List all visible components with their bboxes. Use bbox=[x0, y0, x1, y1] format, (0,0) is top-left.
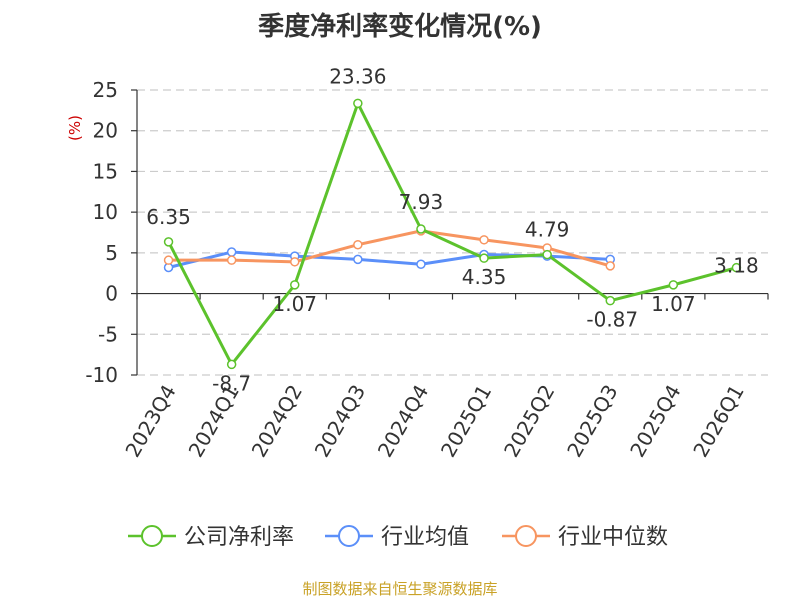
data-label: -0.87 bbox=[586, 308, 638, 332]
data-label: 4.79 bbox=[525, 218, 570, 242]
series-line bbox=[168, 229, 611, 268]
axes bbox=[131, 89, 769, 376]
gridlines bbox=[137, 89, 768, 376]
data-point bbox=[290, 257, 300, 267]
chart-title: 季度净利率变化情况(%) bbox=[258, 12, 542, 42]
data-label: 4.35 bbox=[462, 265, 507, 289]
y-tick-label: 5 bbox=[105, 241, 118, 265]
x-tick-label: 2024Q2 bbox=[247, 381, 307, 462]
x-tick-label: 2025Q4 bbox=[625, 381, 685, 462]
y-tick-label: -5 bbox=[98, 322, 118, 346]
data-point bbox=[290, 280, 300, 290]
y-tick-label: 25 bbox=[93, 78, 118, 102]
y-tick-label: 0 bbox=[105, 282, 118, 306]
data-label: 1.07 bbox=[272, 292, 317, 316]
legend-marker bbox=[515, 525, 537, 547]
x-tick-label: 2023Q4 bbox=[120, 381, 180, 462]
data-label: -8.7 bbox=[212, 371, 251, 395]
legend: 公司净利率 行业均值 行业中位数 bbox=[128, 525, 668, 550]
data-point bbox=[542, 249, 552, 260]
data-point bbox=[668, 280, 679, 290]
x-tick-label: 2024Q4 bbox=[373, 381, 433, 462]
data-point bbox=[353, 239, 363, 250]
y-tick-label: 10 bbox=[93, 200, 118, 224]
data-point bbox=[226, 255, 237, 265]
data-point bbox=[353, 254, 363, 265]
data-label: 23.36 bbox=[329, 64, 386, 88]
data-point bbox=[731, 262, 742, 273]
legend-label: 行业中位数 bbox=[558, 525, 668, 550]
legend-label: 公司净利率 bbox=[184, 525, 294, 550]
legend-marker bbox=[141, 525, 163, 547]
y-tick-label: 20 bbox=[93, 119, 118, 143]
x-tick-label: 2025Q1 bbox=[436, 381, 496, 462]
x-tick-label: 2024Q3 bbox=[310, 381, 370, 462]
data-label: 6.35 bbox=[146, 205, 191, 229]
y-tick-labels: -10 -5 0 5 10 15 20 25 bbox=[85, 78, 118, 387]
y-tick-label: -10 bbox=[85, 363, 118, 387]
data-point bbox=[226, 247, 237, 257]
data-point bbox=[605, 261, 615, 271]
legend-marker bbox=[338, 525, 360, 547]
data-point bbox=[163, 237, 174, 247]
data-point bbox=[605, 295, 615, 306]
data-label: 3.18 bbox=[714, 254, 759, 278]
data-point bbox=[479, 253, 489, 263]
data-point bbox=[163, 255, 174, 265]
x-tick-label: 2025Q2 bbox=[499, 381, 559, 462]
data-point bbox=[226, 359, 237, 370]
x-tick-label: 2025Q3 bbox=[562, 381, 622, 462]
y-tick-label: 15 bbox=[93, 159, 118, 183]
series-line bbox=[167, 101, 737, 366]
y-axis-label: (%) bbox=[66, 115, 84, 141]
series-lines bbox=[163, 98, 742, 370]
data-point bbox=[416, 224, 426, 234]
data-point bbox=[353, 98, 363, 109]
legend-label: 行业均值 bbox=[381, 525, 469, 550]
x-tick-label: 2026Q1 bbox=[688, 381, 748, 462]
data-label: 1.07 bbox=[651, 292, 696, 316]
data-point bbox=[416, 259, 426, 270]
data-labels: 6.35 -8.7 1.07 23.36 7.93 4.35 4.79 -0.87 1.07 3.… bbox=[146, 64, 758, 395]
data-label: 7.93 bbox=[399, 190, 444, 214]
data-source-note: 制图数据来自恒生聚源数据库 bbox=[302, 580, 498, 598]
data-point bbox=[479, 235, 489, 245]
